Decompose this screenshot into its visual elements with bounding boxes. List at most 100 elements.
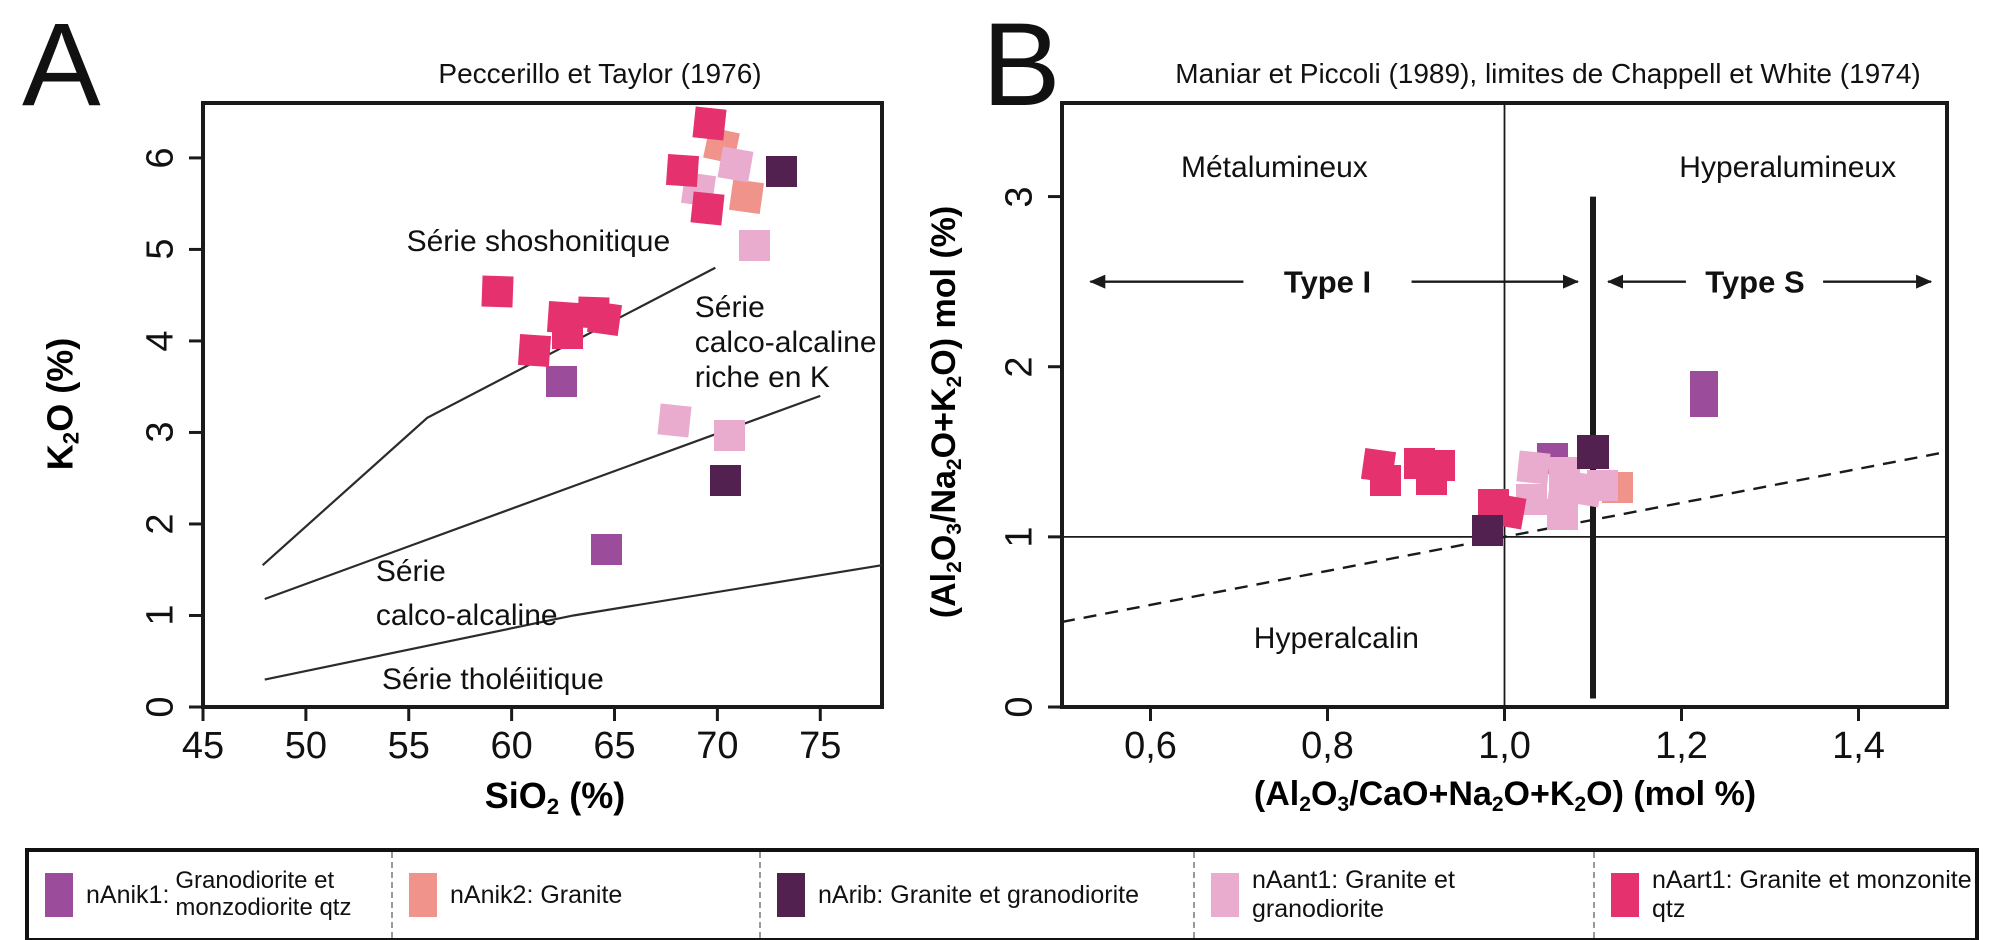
data-point-nAant1 <box>717 146 754 183</box>
data-point-nAant1 <box>714 419 746 451</box>
data-point-nAant1 <box>738 230 770 262</box>
legend-swatch <box>1611 873 1639 917</box>
legend-label: nAnik1: Granodiorite et monzodiorite qtz <box>86 867 352 922</box>
x-tick-label: 50 <box>284 725 328 767</box>
subscript: 2 <box>546 794 560 820</box>
y-tick-label: 3 <box>998 185 1041 208</box>
subscript: 2 <box>942 458 966 471</box>
y-tick-label: 6 <box>139 147 182 169</box>
legend-swatch <box>45 873 73 917</box>
subscript: 2 <box>942 561 966 573</box>
x-tick-label: 0,6 <box>1124 725 1177 767</box>
x-tick-label: 60 <box>490 725 533 767</box>
x-tick-label: 55 <box>387 725 430 767</box>
legend-label: nArib: Granite et granodiorite <box>818 880 1140 909</box>
x-tick-label: 1,0 <box>1478 725 1531 767</box>
y-tick-label: 4 <box>139 330 182 352</box>
region-label: Type I <box>1283 264 1372 300</box>
region-label: calco-alcaline <box>694 325 877 359</box>
legend-entry-nAant1: nAant1: Granite et granodiorite <box>1193 852 1593 938</box>
legend-description: Granodiorite et monzodiorite qtz <box>175 867 352 921</box>
y-tick-label: 1 <box>139 604 182 627</box>
region-label: Type S <box>1705 264 1805 300</box>
shoshonitic-boundary <box>261 266 716 566</box>
region-label: Série <box>375 555 446 589</box>
y-tick-label: 3 <box>139 421 182 444</box>
x-tick-label: 45 <box>181 725 225 767</box>
data-point-nAart1 <box>1416 463 1448 495</box>
label-text: O) mol (%) <box>925 205 964 376</box>
subscript: 2 <box>1299 792 1311 816</box>
legend-label: nAant1: Granite et granodiorite <box>1252 866 1455 923</box>
data-point-nArib <box>765 156 797 188</box>
data-point-nArib <box>1472 514 1504 546</box>
panel-b-x-axis-title: (Al2O3/CaO+Na2O+K2O) (mol %) <box>1254 775 1756 817</box>
legend-label: nAart1: Granite et monzonite qtz <box>1652 866 1972 923</box>
y-tick-label: 2 <box>139 513 182 535</box>
legend-entry-nAnik2: nAnik2: Granite <box>391 852 759 938</box>
region-label: Métalumineux <box>1181 150 1368 184</box>
data-point-nAart1 <box>551 318 583 350</box>
region-label: Série tholéiitique <box>382 663 604 697</box>
legend-entry-nAnik1: nAnik1: Granodiorite et monzodiorite qtz <box>29 852 391 938</box>
region-label: riche en K <box>694 360 830 394</box>
subscript: 3 <box>1337 792 1350 816</box>
legend-entry-nArib: nArib: Granite et granodiorite <box>759 852 1193 938</box>
data-point-nAart1 <box>665 154 699 188</box>
panel-a-frame <box>201 101 884 709</box>
legend-entry-nAart1: nAart1: Granite et monzonite qtz <box>1593 852 1975 938</box>
region-label: Hyperalumineux <box>1679 150 1897 184</box>
data-point-nArib <box>710 464 742 496</box>
label-text: (Al <box>1253 775 1300 813</box>
subscript: 2 <box>942 375 966 388</box>
x-tick-label: 65 <box>593 725 636 767</box>
region-label: Hyperalcalin <box>1253 621 1419 655</box>
label-text: O+K <box>1503 775 1575 813</box>
data-point-nAant1 <box>657 403 692 438</box>
label-text: (%) <box>559 775 626 816</box>
region-label: calco-alcaline <box>375 599 558 633</box>
y-tick-label: 0 <box>139 696 182 718</box>
legend-label: nAnik2: Granite <box>450 880 623 909</box>
panel-a-letter: A <box>22 0 101 131</box>
legend-swatch <box>1211 873 1239 917</box>
y-tick-label: 1 <box>998 526 1041 548</box>
panel-b-title: Maniar et Piccoli (1989), limites de Cha… <box>1175 58 1921 89</box>
label-text: O <box>925 534 964 562</box>
panel-b-y-axis-title: (Al2O3/Na2O+K2O) mol (%) <box>925 206 967 618</box>
panel-a-y-axis-title: K2O (%) <box>39 338 84 470</box>
legend-code: nAnik1: <box>86 880 170 909</box>
data-point-nAnik1 <box>545 365 577 397</box>
data-point-nAart1 <box>586 301 622 337</box>
label-text: O <box>1310 775 1338 813</box>
subscript: 2 <box>1491 792 1504 816</box>
panel-a-title: Peccerillo et Taylor (1976) <box>438 58 762 89</box>
label-text: K <box>39 444 81 471</box>
y-tick-label: 5 <box>139 238 182 260</box>
data-point-nAart1 <box>517 333 551 367</box>
panel-b-letter: B <box>982 0 1061 131</box>
data-point-nAant1 <box>1516 450 1551 485</box>
y-tick-label: 2 <box>998 356 1041 378</box>
label-text: (Al <box>925 572 964 619</box>
x-tick-label: 75 <box>799 725 842 767</box>
legend-swatch <box>409 873 437 917</box>
data-point-nAart1 <box>690 191 725 226</box>
subscript: 2 <box>1574 792 1587 816</box>
tholeiitic-boundary <box>264 564 883 681</box>
x-tick-label: 1,4 <box>1832 725 1885 767</box>
x-tick-label: 0,8 <box>1301 725 1354 767</box>
region-label: Série <box>694 290 765 324</box>
region-label: Série shoshonitique <box>406 225 671 259</box>
label-text: /CaO+Na <box>1349 775 1492 813</box>
data-point-nArib <box>1577 434 1609 469</box>
label-text: SiO <box>484 775 547 816</box>
subscript: 3 <box>942 522 966 535</box>
data-point-nAart1 <box>1369 465 1401 497</box>
legend: nAnik1: Granodiorite et monzodiorite qtz nA… <box>25 848 1979 940</box>
label-text: O (%) <box>39 337 81 432</box>
y-tick-label: 0 <box>998 696 1041 718</box>
subscript: 2 <box>58 431 84 445</box>
